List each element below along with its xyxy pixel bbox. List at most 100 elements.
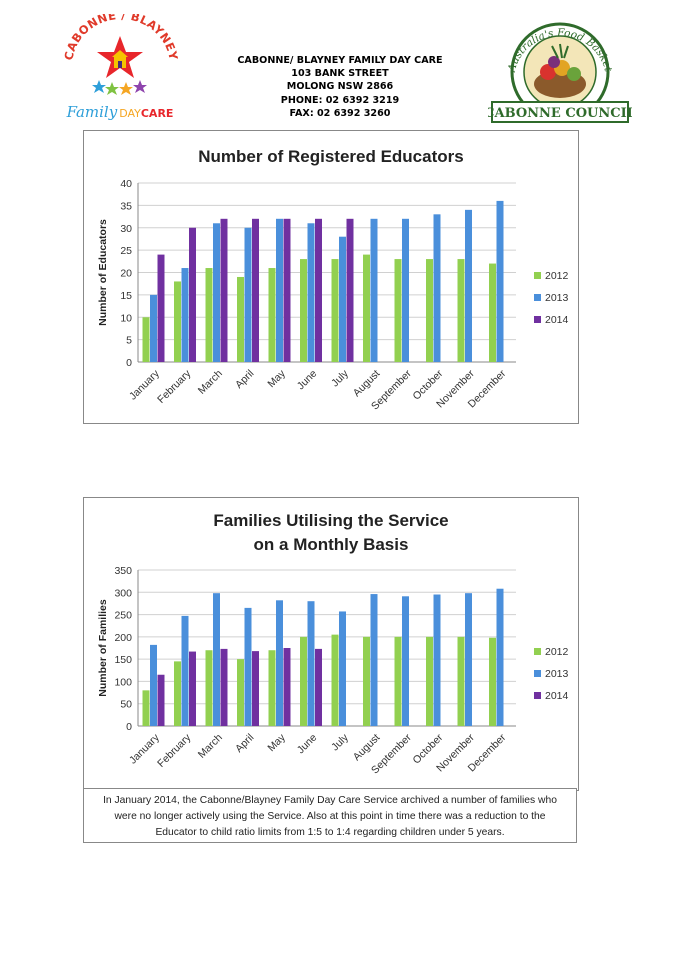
legend-label: 2013 <box>545 292 569 304</box>
bar-2012-july <box>331 634 339 726</box>
x-tick-label: May <box>265 367 288 390</box>
bar-2013-september <box>402 596 409 726</box>
logo-word-care: CARE <box>141 107 174 120</box>
bar-2014-june <box>315 648 322 726</box>
x-tick-label: June <box>295 732 320 757</box>
bar-2013-december <box>496 588 504 726</box>
bar-2012-september <box>394 259 402 362</box>
y-tick-label: 15 <box>120 290 132 302</box>
bar-2012-june <box>300 636 307 726</box>
y-tick-label: 35 <box>120 200 132 212</box>
bar-2014-april <box>252 651 259 726</box>
x-tick-label: February <box>155 367 194 406</box>
bar-2012-june <box>300 259 307 362</box>
bar-2014-january <box>157 254 165 362</box>
bar-2012-march <box>205 268 213 362</box>
logo-word-day: DAY <box>119 107 141 120</box>
bar-2012-january <box>142 690 150 726</box>
bar-2012-november <box>457 259 465 362</box>
bar-2012-february <box>174 281 181 362</box>
x-tick-label: March <box>196 732 225 761</box>
y-tick-label: 50 <box>120 699 132 711</box>
bar-2012-september <box>394 636 402 726</box>
bar-2013-may <box>276 218 283 362</box>
bar-2013-january <box>150 644 157 726</box>
bar-2013-february <box>181 615 189 726</box>
bar-2012-january <box>142 317 150 362</box>
council-banner-text: CABONNE COUNCIL <box>488 106 632 121</box>
bar-2012-april <box>237 276 244 362</box>
educators-chart: Number of Registered Educators 0 5 10 15 20 25… <box>83 130 579 424</box>
bar-2013-october <box>433 594 441 726</box>
legend-swatch <box>534 294 541 301</box>
bar-2012-february <box>174 661 181 726</box>
bar-2013-june <box>307 223 315 362</box>
y-tick-label: 250 <box>114 610 132 622</box>
bar-2013-november <box>465 209 472 362</box>
bar-2013-september <box>402 218 409 362</box>
family-day-care-logo: CABONNE / BLAYNEY Family DAYCARE <box>61 14 180 121</box>
bar-2012-april <box>237 659 244 726</box>
bar-2014-may <box>283 218 291 362</box>
bar-2012-july <box>331 259 339 362</box>
note-line: Educator to child ratio limits from 1:5 … <box>155 827 505 838</box>
bar-2014-march <box>220 648 228 726</box>
organisation-header: CABONNE/ BLAYNEY FAMILY DAY CARE 103 BAN… <box>222 54 458 120</box>
educators-chart-svg: Number of Registered Educators 0 5 10 15 20 25… <box>97 147 569 412</box>
bar-2013-july <box>339 236 346 362</box>
note-line: were no longer actively using the Servic… <box>114 811 546 822</box>
header-line: MOLONG NSW 2866 <box>286 81 394 93</box>
bar-2014-april <box>252 218 259 362</box>
y-tick-label: 200 <box>114 632 132 644</box>
families-chart: Families Utilising the Service on a Month… <box>83 497 579 791</box>
x-tick-label: July <box>329 731 351 753</box>
small-star-icon <box>92 80 106 93</box>
legend-label: 2012 <box>545 270 569 282</box>
legend-label: 2012 <box>545 646 569 658</box>
bar-2014-january <box>157 674 165 726</box>
x-tick-label: March <box>196 368 225 397</box>
y-tick-label: 40 <box>120 178 132 190</box>
bar-2013-april <box>244 227 252 362</box>
bar-2013-march <box>213 593 220 726</box>
legend-swatch <box>534 648 541 655</box>
chart-title: on a Monthly Basis <box>254 535 409 554</box>
bar-2012-may <box>268 650 276 726</box>
bar-2012-may <box>268 268 276 362</box>
bar-2012-august <box>363 254 370 362</box>
bar-2012-december <box>489 637 496 726</box>
bar-2014-february <box>189 651 196 726</box>
bar-2013-august <box>370 594 378 726</box>
header-line: 103 BANK STREET <box>291 68 389 80</box>
bar-2013-december <box>496 200 504 362</box>
header-line: FAX: 02 6392 3260 <box>289 107 391 119</box>
bar-2012-august <box>363 636 370 726</box>
chart-title: Families Utilising the Service <box>213 511 448 530</box>
bar-2014-february <box>189 227 196 362</box>
bar-2012-october <box>426 259 433 362</box>
x-tick-label: February <box>155 731 194 770</box>
families-note: In January 2014, the Cabonne/Blayney Fam… <box>83 788 577 843</box>
note-line: In January 2014, the Cabonne/Blayney Fam… <box>103 795 557 806</box>
bar-2013-january <box>150 294 157 362</box>
bar-2013-march <box>213 223 220 362</box>
bar-2013-april <box>244 607 252 726</box>
bar-2014-june <box>315 218 322 362</box>
bar-2013-may <box>276 600 283 726</box>
header-line: PHONE: 02 6392 3219 <box>280 94 400 106</box>
y-tick-label: 10 <box>120 312 132 324</box>
y-tick-label: 20 <box>120 268 132 280</box>
logo-word-family: Family <box>66 103 118 121</box>
x-tick-label: June <box>295 368 320 393</box>
y-tick-label: 30 <box>120 223 132 235</box>
bar-2013-june <box>307 601 315 726</box>
cabonne-council-logo: Australia's Food Basket CABONNE COUNCIL <box>488 22 632 123</box>
legend-swatch <box>534 692 541 699</box>
chart-title: Number of Registered Educators <box>198 147 463 166</box>
legend-label: 2014 <box>545 690 569 702</box>
x-tick-label: April <box>233 732 256 755</box>
bar-2012-october <box>426 636 433 726</box>
y-tick-label: 100 <box>114 676 132 688</box>
families-chart-svg: Families Utilising the Service on a Month… <box>97 511 569 776</box>
